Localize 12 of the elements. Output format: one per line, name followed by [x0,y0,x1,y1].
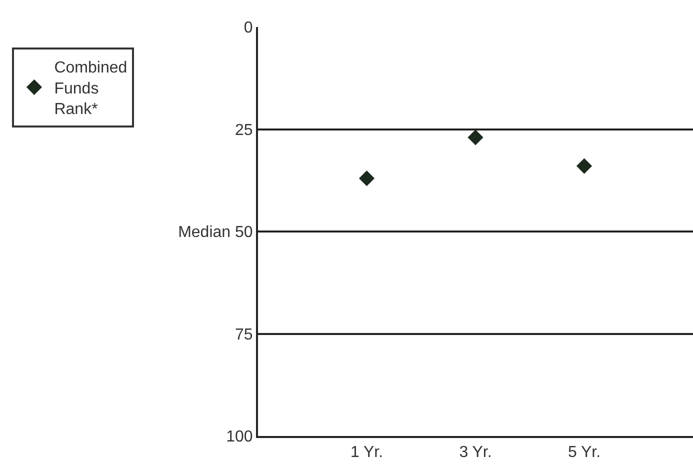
point [576,158,592,174]
y-tick-label: 75 [235,326,253,344]
legend-label: Combined Funds Rank* [54,60,128,118]
x-tick-label: 5 Yr. [568,444,601,462]
y-tick-label: 0 [244,20,253,37]
y-tick-label: 25 [235,122,253,139]
y-tick-label: 100 [226,428,253,446]
point [468,130,484,146]
y-tick-label: Median 50 [178,224,253,242]
x-tick-label: 3 Yr. [459,444,492,462]
x-tick-label: 1 Yr. [350,444,384,462]
point [358,170,375,186]
